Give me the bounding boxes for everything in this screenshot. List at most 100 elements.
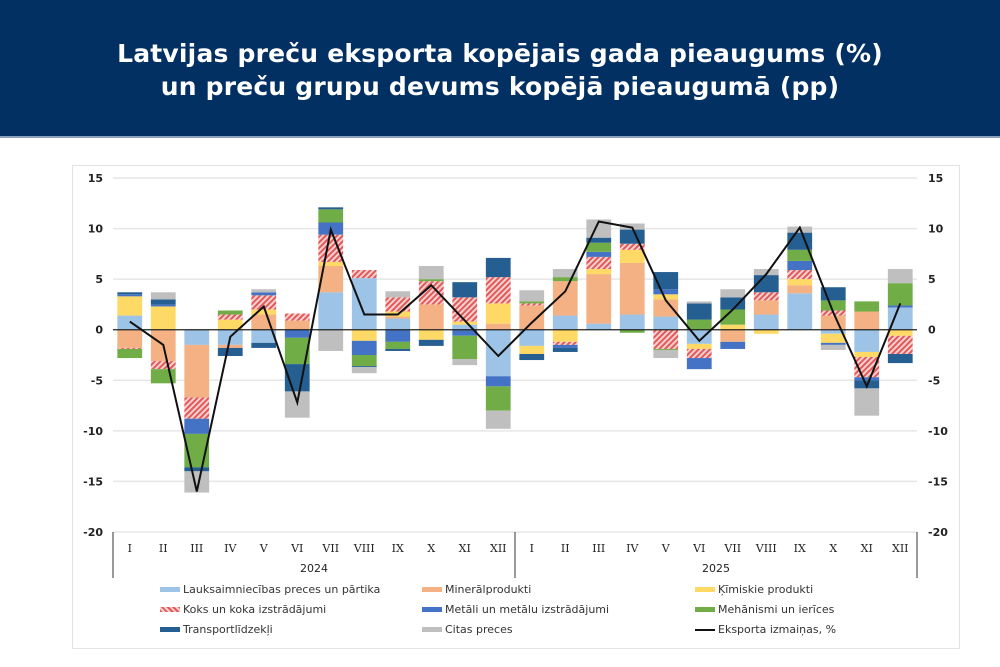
bar-segment xyxy=(284,313,310,321)
bar-segment xyxy=(485,410,511,429)
y2-tick-label: -10 xyxy=(928,425,948,438)
bar-segment xyxy=(385,291,411,298)
y2-tick-label: -5 xyxy=(928,374,940,387)
bar-segment xyxy=(586,274,612,324)
bar-segment xyxy=(251,309,277,315)
bar-segment xyxy=(184,344,210,398)
bar-segment xyxy=(619,223,645,230)
legend-item: Koks un koka izstrādājumi xyxy=(160,603,326,616)
legend-swatch xyxy=(695,607,715,612)
bar-segment xyxy=(854,301,880,312)
bar-segment xyxy=(854,377,880,381)
bar-segment xyxy=(251,329,277,343)
bar-segment xyxy=(452,335,478,360)
bar-segment xyxy=(552,329,578,342)
x-tick-label: II xyxy=(561,542,570,555)
year-label: 2024 xyxy=(300,562,328,575)
bar-segment xyxy=(854,329,880,352)
bar-segment xyxy=(452,359,478,366)
bar-segment xyxy=(753,314,779,330)
x-tick-label: VIII xyxy=(755,542,777,555)
legend-item: Ķīmiskie produkti xyxy=(695,583,813,596)
bar-segment xyxy=(720,289,746,298)
bar-segment xyxy=(184,329,210,345)
bar-segment xyxy=(150,299,176,305)
bar-segment xyxy=(619,262,645,315)
bar-segment xyxy=(418,339,444,346)
bar-segment xyxy=(150,306,176,330)
bar-segment xyxy=(251,342,277,348)
x-tick-label: XII xyxy=(892,542,909,555)
bar-segment xyxy=(251,295,277,310)
legend-swatch xyxy=(160,627,180,632)
bar-segment xyxy=(720,324,746,330)
legend-item: Minerālprodukti xyxy=(422,583,531,596)
bar-segment xyxy=(619,229,645,244)
bar-segment xyxy=(686,348,712,359)
bar-segment xyxy=(184,418,210,434)
bar-segment xyxy=(653,289,679,295)
bar-segment xyxy=(619,329,645,333)
legend-swatch xyxy=(695,628,715,631)
bar-segment xyxy=(351,329,377,341)
legend-swatch xyxy=(422,627,442,632)
y2-tick-label: 10 xyxy=(928,223,944,236)
legend-label: Eksporta izmaiņas, % xyxy=(718,623,837,636)
bar-segment xyxy=(519,301,545,304)
bar-segment xyxy=(318,209,344,223)
bar-segment xyxy=(720,309,746,325)
bar-segment xyxy=(686,303,712,320)
x-tick-label: II xyxy=(159,542,168,555)
bar-segment xyxy=(586,256,612,270)
bar-segment xyxy=(653,299,679,317)
bar-segment xyxy=(887,329,913,336)
chart-title-line-1: Latvijas preču eksporta kopējais gada pi… xyxy=(117,39,883,68)
x-tick-label: XI xyxy=(459,542,471,555)
bar-segment xyxy=(217,347,243,357)
bar-segment xyxy=(753,300,779,315)
x-tick-label: V xyxy=(259,542,269,555)
bar-segment xyxy=(184,467,210,472)
bar-segment xyxy=(519,353,545,361)
x-tick-label: VI xyxy=(692,542,705,555)
bar-segment xyxy=(117,296,143,316)
bar-segment xyxy=(820,315,846,330)
legend-label: Mehānismi un ierīces xyxy=(718,603,835,616)
bar-segment xyxy=(686,358,712,370)
legend-swatch xyxy=(160,587,180,592)
bar-segment xyxy=(519,303,545,306)
legend-swatch xyxy=(422,607,442,612)
bar-segment xyxy=(184,397,210,419)
legend-item: Lauksaimniecības preces un pārtika xyxy=(160,583,380,596)
bar-segment xyxy=(686,301,712,304)
bar-segment xyxy=(150,292,176,300)
bar-segment xyxy=(552,347,578,352)
bar-segment xyxy=(653,316,679,330)
bar-segment xyxy=(887,305,913,308)
bar-segment xyxy=(552,341,578,345)
bar-segment xyxy=(485,386,511,411)
x-tick-label: VIII xyxy=(353,542,375,555)
bar-segment xyxy=(787,293,813,330)
bar-segment xyxy=(586,237,612,243)
bar-segment xyxy=(318,207,344,210)
bar-segment xyxy=(385,297,411,312)
bar-segment xyxy=(787,260,813,271)
bar-segment xyxy=(753,292,779,301)
x-tick-label: VII xyxy=(321,542,339,555)
bar-segment xyxy=(217,344,243,348)
x-tick-label: V xyxy=(661,542,671,555)
y2-tick-label: 5 xyxy=(928,273,936,286)
legend: Lauksaimniecības preces un pārtika Minerā… xyxy=(160,583,860,643)
bar-segment xyxy=(251,292,277,296)
bar-segment xyxy=(418,279,444,282)
bar-segment xyxy=(485,303,511,324)
bar-segment xyxy=(586,251,612,257)
bar-segment xyxy=(351,366,377,368)
y2-tick-label: 15 xyxy=(928,172,943,185)
bar-segment xyxy=(251,289,277,293)
bar-segment xyxy=(284,329,310,338)
bar-segment xyxy=(150,361,176,370)
bar-segment xyxy=(854,388,880,416)
legend-swatch xyxy=(160,607,180,612)
